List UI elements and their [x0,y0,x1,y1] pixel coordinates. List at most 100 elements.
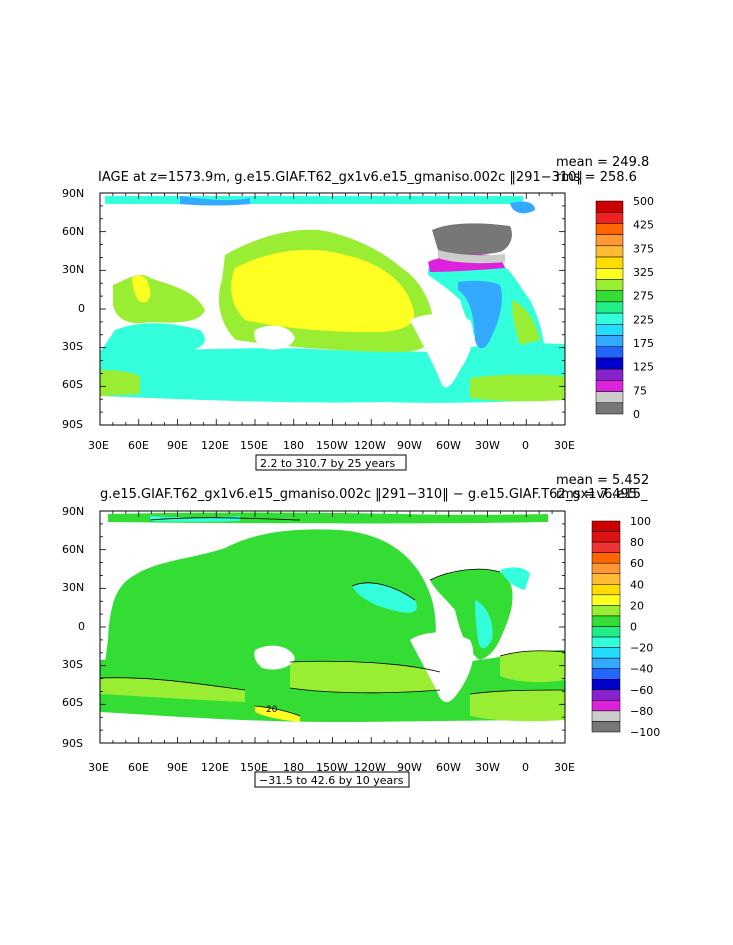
lon-label: 60E [128,761,149,774]
contour-line [149,517,301,521]
colorbar-label: 325 [633,266,654,279]
field-labrador-grey [432,223,512,255]
panel-2-ticks [99,510,566,744]
lon-label: 150W [316,439,348,452]
lat-label: 30S [62,658,83,671]
lat-label: 90S [62,737,83,750]
field-atlantic-blue [458,280,502,349]
colorbar-label: −60 [630,684,653,697]
panel-2-contour-info-box [254,771,410,788]
colorbar-swatch [591,679,621,691]
field-pacific-cyan [352,582,417,613]
panel-1-map [99,192,566,426]
colorbar-swatch [595,301,624,314]
colorbar-swatch [595,402,624,415]
colorbar-swatch [591,552,621,564]
lon-label: 90W [397,761,422,774]
contour-line [289,660,441,673]
land-australia [254,325,295,350]
lon-label: 0 [522,761,529,774]
field-indian-ocean-south [100,323,205,352]
contour-line [429,568,501,581]
colorbar-swatch [595,368,624,381]
colorbar-swatch [595,200,624,213]
lat-label: 30N [62,581,84,594]
lon-label: 180 [283,439,304,452]
colorbar-label: 225 [633,313,654,326]
colorbar-swatch [591,541,621,553]
field-band-pacific [290,661,440,693]
colorbar-label: −100 [630,726,660,739]
lon-label: 30E [88,761,109,774]
colorbar-swatch [595,391,624,404]
lon-label: 60W [436,761,461,774]
colorbar-label: 80 [630,536,644,549]
colorbar-swatch [591,668,621,680]
colorbar-label: 0 [633,408,640,421]
lon-label: 90E [167,761,188,774]
colorbar-swatch [591,647,621,659]
colorbar-label: 125 [633,361,654,374]
colorbar-swatch [595,324,624,336]
lon-label: 150W [316,761,348,774]
panel-1-colorbar: 500 425 375 325 275 225 175 125 75 0 [595,195,654,421]
field-arctic [105,196,523,204]
colorbar-swatch [591,710,621,722]
panel-2-colorbar: 100 80 60 40 20 0 −20 −40 −60 −80 −100 [591,515,660,739]
colorbar-label: 60 [630,557,644,570]
colorbar-swatch [595,211,624,224]
colorbar-swatch [591,573,621,585]
panel-1-lat-labels: 90N 60N 30N 0 30S 60S 90S [62,187,85,431]
lat-label: 60S [62,378,83,391]
colorbar-swatch [591,594,621,606]
land-south-america [410,632,474,703]
colorbar-label: 0 [630,621,637,634]
field-yellow-strip [255,706,300,722]
contour-line [289,687,441,694]
colorbar-swatch [591,636,621,648]
contour-value-label: 20 [266,705,278,715]
colorbar-label: 375 [633,242,654,255]
colorbar-swatch [595,312,624,325]
contour-line [351,582,416,601]
colorbar-swatch [595,380,624,392]
panel-1-contour-info-box [255,454,407,471]
land-australia [254,645,295,670]
colorbar-swatch [595,335,624,347]
lat-label: 60N [62,543,84,556]
colorbar-swatch [595,268,624,280]
colorbar-swatch [591,657,621,669]
panel-1-lon-labels: 30E 60E 90E 120E 150E 180 150W 120W 90W … [88,439,575,452]
lon-label: 30W [475,439,500,452]
lon-label: 120W [354,761,386,774]
lon-label: 30E [88,439,109,452]
colorbar-swatch [595,223,624,235]
panel-2-rms: rms = 7.495 [556,487,637,502]
lat-label: 90S [62,418,83,431]
contour-line [254,705,301,717]
panel-1-rms: rms = 258.6 [556,170,637,185]
panel-1-title: IAGE at z=1573.9m, g.e15.GIAF.T62_gx1v6.… [98,170,583,185]
lon-label: 180 [283,761,304,774]
colorbar-swatch [595,234,624,247]
panel-1-ticks [99,192,566,426]
colorbar-swatch [591,520,621,532]
panel-1: IAGE at z=1573.9m, g.e15.GIAF.T62_gx1v6.… [62,155,654,471]
colorbar-swatch [595,290,624,303]
colorbar-label: 20 [630,599,644,612]
colorbar-label: −40 [630,663,653,676]
panel-2-mean: mean = 5.452 [556,473,649,488]
colorbar-swatch [591,626,621,638]
colorbar-label: 275 [633,290,654,303]
lon-label: 60W [436,439,461,452]
colorbar-swatch [591,531,621,543]
colorbar-label: 100 [630,515,651,528]
colorbar-label: −20 [630,642,653,655]
colorbar-label: 75 [633,384,647,397]
lon-label: 0 [522,439,529,452]
colorbar-swatch [591,584,621,596]
colorbar-swatch [591,605,621,617]
colorbar-label: 40 [630,578,644,591]
colorbar-swatch [591,700,621,712]
